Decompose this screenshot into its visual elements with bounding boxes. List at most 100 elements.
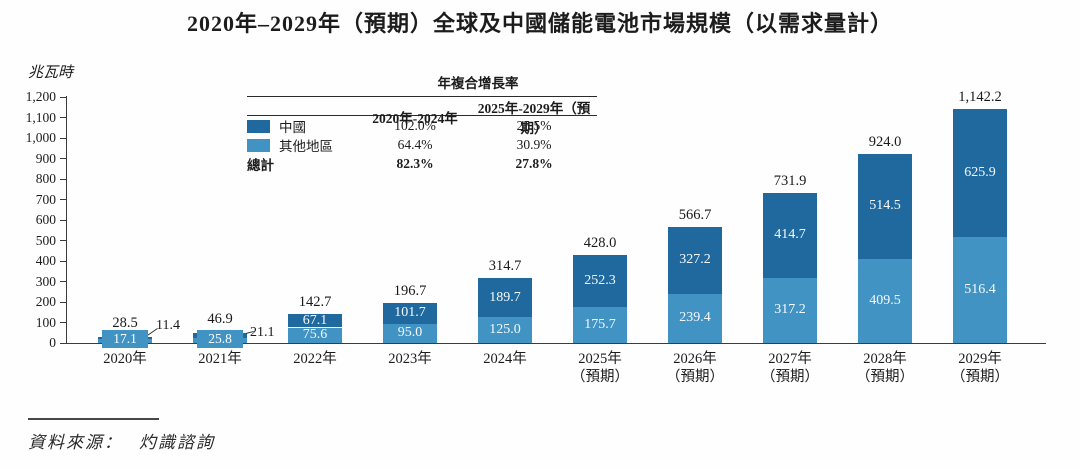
y-tick-label: 0 (49, 335, 56, 350)
cagr-col-header-2: 2025年-2029年（預期） (477, 101, 591, 136)
legend-label-china: 中國 (279, 120, 306, 135)
y-tick-mark (60, 342, 67, 344)
y-tick-mark (60, 281, 67, 283)
china-value-callout: 11.4 (156, 318, 180, 333)
bar-total-label: 142.7 (298, 293, 332, 310)
cagr-china-2025-2029: 25.5% (516, 118, 552, 133)
bar-segment-china: 67.1 (288, 312, 342, 328)
cagr-row-total: 總計 82.3% 27.8% (247, 154, 597, 173)
bar-segment-other-regions: 175.7 (573, 306, 627, 343)
y-tick-mark (60, 260, 67, 262)
bar-total-label: 28.5 (112, 315, 138, 332)
bar-total-label: 196.7 (393, 282, 427, 299)
chart-title: 2020年–2029年（預期）全球及中國儲能電池市場規模（以需求量計） (186, 11, 893, 36)
y-tick-label: 900 (35, 150, 56, 166)
y-tick-label: 600 (35, 212, 56, 227)
bar-segment-other-regions: 75.6 (288, 327, 342, 343)
x-axis-category-label: 2026年 （預期） (666, 351, 724, 385)
y-tick-mark (60, 219, 67, 221)
x-axis-category-label: 2021年 (198, 351, 242, 367)
other-regions-value-label: 239.4 (679, 310, 711, 326)
bar-total-label: 924.0 (868, 133, 902, 150)
source-divider-line (28, 418, 159, 420)
other-regions-value-label: 516.4 (964, 282, 996, 298)
y-tick-mark (60, 137, 67, 139)
bar-total-label: 731.9 (773, 172, 807, 189)
x-axis-category-label: 2025年 （預期） (571, 351, 629, 385)
y-tick-mark (60, 199, 67, 201)
y-axis-unit-label: 兆瓦時 (28, 65, 74, 81)
bar-total-label: 1,142.2 (958, 88, 1002, 105)
bar-segment-china: 514.5 (858, 153, 912, 260)
cagr-table-title: 年複合增長率 (437, 76, 519, 91)
legend-swatch-china (247, 119, 270, 133)
cagr-other-2020-2024: 64.4% (397, 137, 433, 152)
bar-segment-china: 101.7 (383, 302, 437, 324)
china-value-label: 414.7 (774, 227, 806, 243)
x-axis-category-label: 2020年 (103, 351, 147, 367)
china-value-label: 514.5 (869, 198, 901, 214)
y-tick-mark (60, 322, 67, 324)
x-axis-category-label: 2022年 (293, 351, 337, 367)
y-tick-mark (60, 158, 67, 160)
other-regions-value-label: 409.5 (869, 293, 901, 309)
y-tick-label: 1,200 (25, 89, 56, 104)
china-value-label: 101.7 (394, 305, 426, 321)
y-tick-label: 300 (35, 273, 56, 289)
bar-segment-china: 327.2 (668, 226, 722, 294)
y-tick-mark (60, 96, 67, 98)
cagr-table: 年複合增長率 2020年-2024年 2025年-2029年（預期） 中國 10… (247, 72, 597, 173)
china-value-label: 327.2 (679, 252, 711, 268)
cagr-other-2025-2029: 30.9% (516, 137, 552, 152)
y-tick-label: 200 (35, 294, 56, 309)
cagr-table-rule-top (247, 96, 597, 97)
x-axis-category-label: 2023年 (388, 351, 432, 367)
cagr-china-2020-2024: 102.0% (394, 118, 436, 133)
y-tick-label: 500 (35, 232, 56, 248)
china-value-label: 67.1 (302, 312, 328, 328)
y-tick-label: 1,000 (25, 130, 56, 145)
cagr-row-china: 中國 102.0% 25.5% (247, 116, 597, 135)
bar-segment-other-regions: 125.0 (478, 317, 532, 343)
bar-total-label: 566.7 (678, 206, 712, 223)
y-tick-label: 700 (35, 191, 56, 207)
y-tick-label: 400 (35, 253, 56, 268)
cagr-col-header-1: 2020年-2024年 (372, 111, 458, 126)
cagr-table-rule-mid (247, 115, 597, 116)
bar-total-label: 46.9 (207, 311, 233, 328)
bar-segment-china: 625.9 (953, 108, 1007, 238)
x-axis-category-label: 2027年 （預期） (761, 351, 819, 385)
source-label: 資料來源： (28, 433, 123, 452)
x-axis-category-label: 2029年 （預期） (951, 351, 1009, 385)
y-tick-mark (60, 178, 67, 180)
china-value-callout: 21.1 (250, 325, 275, 340)
bar-segment-china: 189.7 (478, 278, 532, 318)
other-regions-value-label: 125.0 (489, 322, 521, 338)
legend-label-other-regions: 其他地區 (279, 139, 333, 154)
china-value-label: 625.9 (964, 164, 996, 180)
cagr-total-2020-2024: 82.3% (396, 156, 434, 171)
x-axis-category-label: 2028年 （預期） (856, 351, 914, 385)
cagr-row-other: 其他地區 64.4% 30.9% (247, 135, 597, 154)
other-regions-value-label: 95.0 (397, 325, 423, 341)
bar-segment-other-regions: 516.4 (953, 237, 1007, 343)
other-regions-value-label: 75.6 (302, 327, 328, 343)
bar-segment-china: 252.3 (573, 255, 627, 307)
legend-swatch-other-regions (247, 138, 270, 152)
other-regions-value-label: 317.2 (774, 302, 806, 318)
bar-segment-other-regions: 239.4 (668, 293, 722, 343)
bar-segment-china: 414.7 (763, 192, 817, 278)
y-tick-label: 800 (35, 171, 56, 186)
china-value-label: 189.7 (489, 289, 521, 305)
y-tick-mark (60, 117, 67, 119)
x-axis-category-label: 2024年 (483, 351, 527, 367)
bar-segment-other-regions: 95.0 (383, 323, 437, 343)
other-regions-value-chip: 17.1 (102, 330, 148, 348)
bar-segment-other-regions: 317.2 (763, 277, 817, 343)
y-tick-mark (60, 240, 67, 242)
y-tick-label: 1,100 (25, 109, 56, 125)
other-regions-value-chip: 25.8 (197, 330, 243, 348)
bar-total-label: 428.0 (583, 235, 617, 252)
legend-label-total: 總計 (247, 158, 274, 173)
